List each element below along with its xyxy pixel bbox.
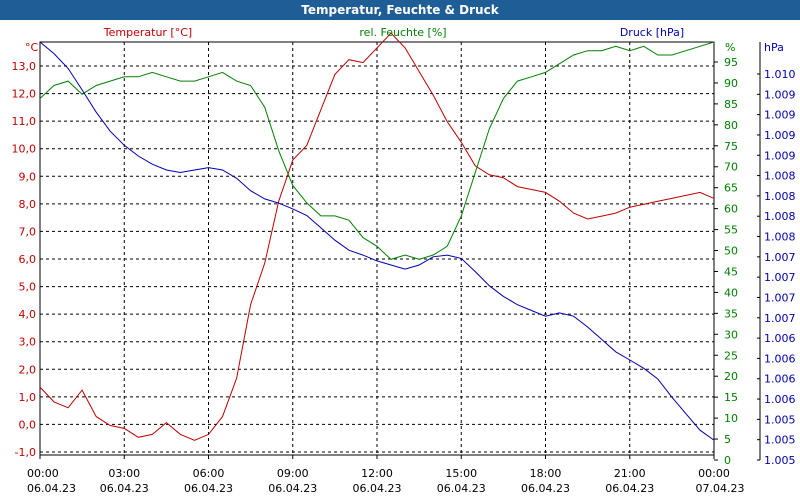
humidity-tick-label: 10: [724, 412, 738, 425]
humidity-tick-label: 95: [724, 56, 738, 69]
humidity-tick-label: 75: [724, 140, 738, 153]
x-tick-time: 00:00: [698, 467, 730, 480]
humidity-unit: %: [725, 41, 735, 54]
temperature-tick-label: 8,0: [19, 198, 37, 211]
x-tick-time: 18:00: [530, 467, 562, 480]
x-tick-date: 06.04.23: [27, 482, 76, 495]
humidity-tick-label: 15: [724, 391, 738, 404]
x-tick-time: 00:00: [27, 467, 59, 480]
humidity-tick-label: 80: [724, 119, 738, 132]
pressure-tick-label: 1.009: [764, 149, 796, 162]
temperature-tick-label: 11,0: [12, 115, 37, 128]
pressure-unit: hPa: [764, 41, 784, 54]
temperature-tick-label: 0,0: [19, 418, 37, 431]
pressure-tick-label: 1.007: [764, 312, 796, 325]
x-tick-time: 06:00: [193, 467, 225, 480]
pressure-tick-label: 1.006: [764, 352, 796, 365]
pressure-tick-label: 1.009: [764, 88, 796, 101]
humidity-tick-label: 30: [724, 328, 738, 341]
pressure-tick-label: 1.008: [764, 210, 796, 223]
axis-labels: Temperatur [°C] rel. Feuchte [%] Druck […: [25, 26, 784, 54]
x-tick-time: 15:00: [445, 467, 477, 480]
humidity-tick-label: 85: [724, 98, 738, 111]
temperature-tick-label: 4,0: [19, 308, 37, 321]
pressure-tick-label: 1.007: [764, 291, 796, 304]
temperature-tick-label: 2,0: [19, 363, 37, 376]
humidity-tick-label: 60: [724, 203, 738, 216]
pressure-tick-label: 1.005: [764, 454, 796, 467]
series-lines: [39, 32, 715, 441]
temperature-tick-label: 13,0: [12, 60, 37, 73]
pressure-tick-label: 1.008: [764, 231, 796, 244]
temperature-tick-label: 12,0: [12, 88, 37, 101]
pressure-tick-label: 1.007: [764, 271, 796, 284]
humidity-tick-label: 25: [724, 349, 738, 362]
temperature-tick-label: 6,0: [19, 253, 37, 266]
humidity-tick-label: 35: [724, 307, 738, 320]
temperature-tick-label: 1,0: [19, 391, 37, 404]
axes: 00:00 06.04.23 03:00 06.04.23 06:00 06.04.23 0…: [12, 42, 796, 495]
temperature-tick-label: 10,0: [12, 143, 37, 156]
x-tick-date: 06.04.23: [268, 482, 317, 495]
temperature-unit: °C: [25, 41, 39, 54]
x-tick-date: 06.04.23: [100, 482, 149, 495]
pressure-axis-title: Druck [hPa]: [620, 26, 684, 39]
temperature-tick-label: 9,0: [19, 170, 37, 183]
x-tick-date: 06.04.23: [184, 482, 233, 495]
pressure-tick-label: 1.005: [764, 413, 796, 426]
chart-title: Temperatur, Feuchte & Druck: [0, 0, 800, 20]
pressure-tick-label: 1.006: [764, 373, 796, 386]
humidity-tick-label: 65: [724, 182, 738, 195]
pressure-tick-label: 1.009: [764, 129, 796, 142]
pressure-tick-label: 1.009: [764, 109, 796, 122]
humidity-tick-label: 20: [724, 370, 738, 383]
x-tick-date: 06.04.23: [605, 482, 654, 495]
humidity-tick-label: 90: [724, 77, 738, 90]
humidity-tick-label: 40: [724, 286, 738, 299]
humidity-tick-label: 55: [724, 224, 738, 237]
pressure-tick-label: 1.008: [764, 190, 796, 203]
humidity-tick-label: 0: [724, 454, 731, 467]
x-tick-date: 06.04.23: [353, 482, 402, 495]
humidity-tick-label: 50: [724, 245, 738, 258]
humidity-axis-title: rel. Feuchte [%]: [359, 26, 446, 39]
humidity-tick-label: 5: [724, 433, 731, 446]
humidity-tick-label: 45: [724, 265, 738, 278]
pressure-tick-label: 1.006: [764, 393, 796, 406]
x-tick-time: 21:00: [614, 467, 646, 480]
temperature-tick-label: 5,0: [19, 281, 37, 294]
x-tick-time: 03:00: [108, 467, 140, 480]
series-line-temperature: [39, 32, 715, 441]
humidity-tick-label: 70: [724, 161, 738, 174]
temperature-tick-label: 3,0: [19, 336, 37, 349]
x-tick-time: 09:00: [277, 467, 309, 480]
pressure-tick-label: 1.006: [764, 332, 796, 345]
temperature-tick-label: 7,0: [19, 225, 37, 238]
pressure-tick-label: 1.005: [764, 434, 796, 447]
pressure-tick-label: 1.008: [764, 170, 796, 183]
temperature-tick-label: -1,0: [15, 446, 36, 459]
pressure-tick-label: 1.007: [764, 251, 796, 264]
series-line-humidity: [39, 41, 715, 260]
grid: [39, 41, 715, 456]
temperature-axis-title: Temperatur [°C]: [103, 26, 192, 39]
x-tick-time: 12:00: [361, 467, 393, 480]
x-tick-date: 06.04.23: [437, 482, 486, 495]
series-line-pressure: [39, 41, 715, 441]
x-tick-date: 07.04.23: [696, 482, 745, 495]
pressure-tick-label: 1.010: [764, 68, 796, 81]
x-tick-date: 06.04.23: [521, 482, 570, 495]
